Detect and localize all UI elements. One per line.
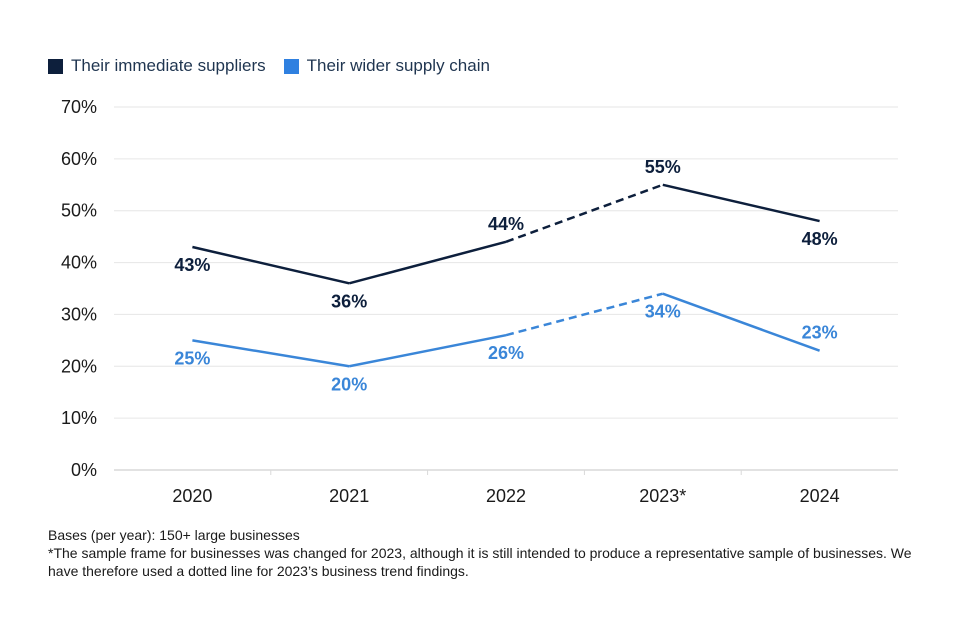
legend-label-wider-supply-chain: Their wider supply chain — [306, 56, 490, 75]
x-tick-label: 2024 — [800, 486, 840, 506]
y-tick-label: 70% — [61, 97, 97, 117]
data-label: 26% — [488, 343, 524, 363]
y-axis-ticks: 0% 10% 20% 30% 40% 50% 60% 70% — [61, 97, 97, 480]
legend-swatch-wider-supply-chain — [283, 58, 299, 74]
footnotes: Bases (per year): 150+ large businesses … — [48, 526, 928, 580]
gridlines — [114, 106, 898, 471]
series-segment-wider — [662, 292, 821, 352]
series-segment-wider — [192, 339, 350, 368]
y-tick-label: 60% — [61, 149, 97, 169]
y-tick-label: 0% — [71, 460, 97, 480]
x-tick-label: 2022 — [486, 486, 526, 506]
y-tick-label: 20% — [61, 356, 97, 376]
x-tick-label: 2023* — [639, 486, 686, 506]
sample-frame-note: *The sample frame for businesses was cha… — [48, 545, 912, 579]
legend-item-immediate-suppliers: Their immediate suppliers — [48, 56, 266, 76]
series-segment-immediate — [348, 240, 507, 285]
data-label: 43% — [174, 255, 210, 275]
x-axis-ticks: 2020 2021 2022 2023* 2024 — [172, 470, 840, 506]
series-segment-wider — [505, 292, 664, 337]
data-label: 23% — [802, 323, 838, 343]
legend-item-wider-supply-chain: Their wider supply chain — [283, 56, 490, 76]
x-tick-label: 2021 — [329, 486, 369, 506]
data-label: 20% — [331, 374, 367, 394]
data-label: 48% — [802, 229, 838, 249]
series-segment-immediate — [192, 245, 350, 285]
data-labels: 43% 36% 44% 55% 48% 25% 20% 26% 34% 23% — [174, 157, 837, 394]
data-label: 55% — [645, 157, 681, 177]
series-segment-immediate — [505, 183, 664, 244]
data-label: 36% — [331, 291, 367, 311]
y-tick-label: 30% — [61, 304, 97, 324]
series-segment-immediate — [662, 183, 820, 223]
data-label: 25% — [174, 348, 210, 368]
legend-swatch-immediate-suppliers — [48, 58, 63, 74]
data-label: 34% — [645, 302, 681, 322]
y-tick-label: 40% — [61, 253, 97, 273]
legend-label-immediate-suppliers: Their immediate suppliers — [71, 56, 266, 75]
series-lines — [192, 183, 821, 368]
chart-legend: Their immediate suppliers Their wider su… — [48, 56, 508, 76]
line-chart: 0% 10% 20% 30% 40% 50% 60% 70% 2020 2021 2022 2023… — [61, 97, 898, 506]
bases-note: Bases (per year): 150+ large businesses — [48, 527, 300, 543]
data-label: 44% — [488, 214, 524, 234]
series-segment-wider — [348, 333, 507, 368]
y-tick-label: 50% — [61, 201, 97, 221]
y-tick-label: 10% — [61, 408, 97, 428]
x-tick-label: 2020 — [172, 486, 212, 506]
